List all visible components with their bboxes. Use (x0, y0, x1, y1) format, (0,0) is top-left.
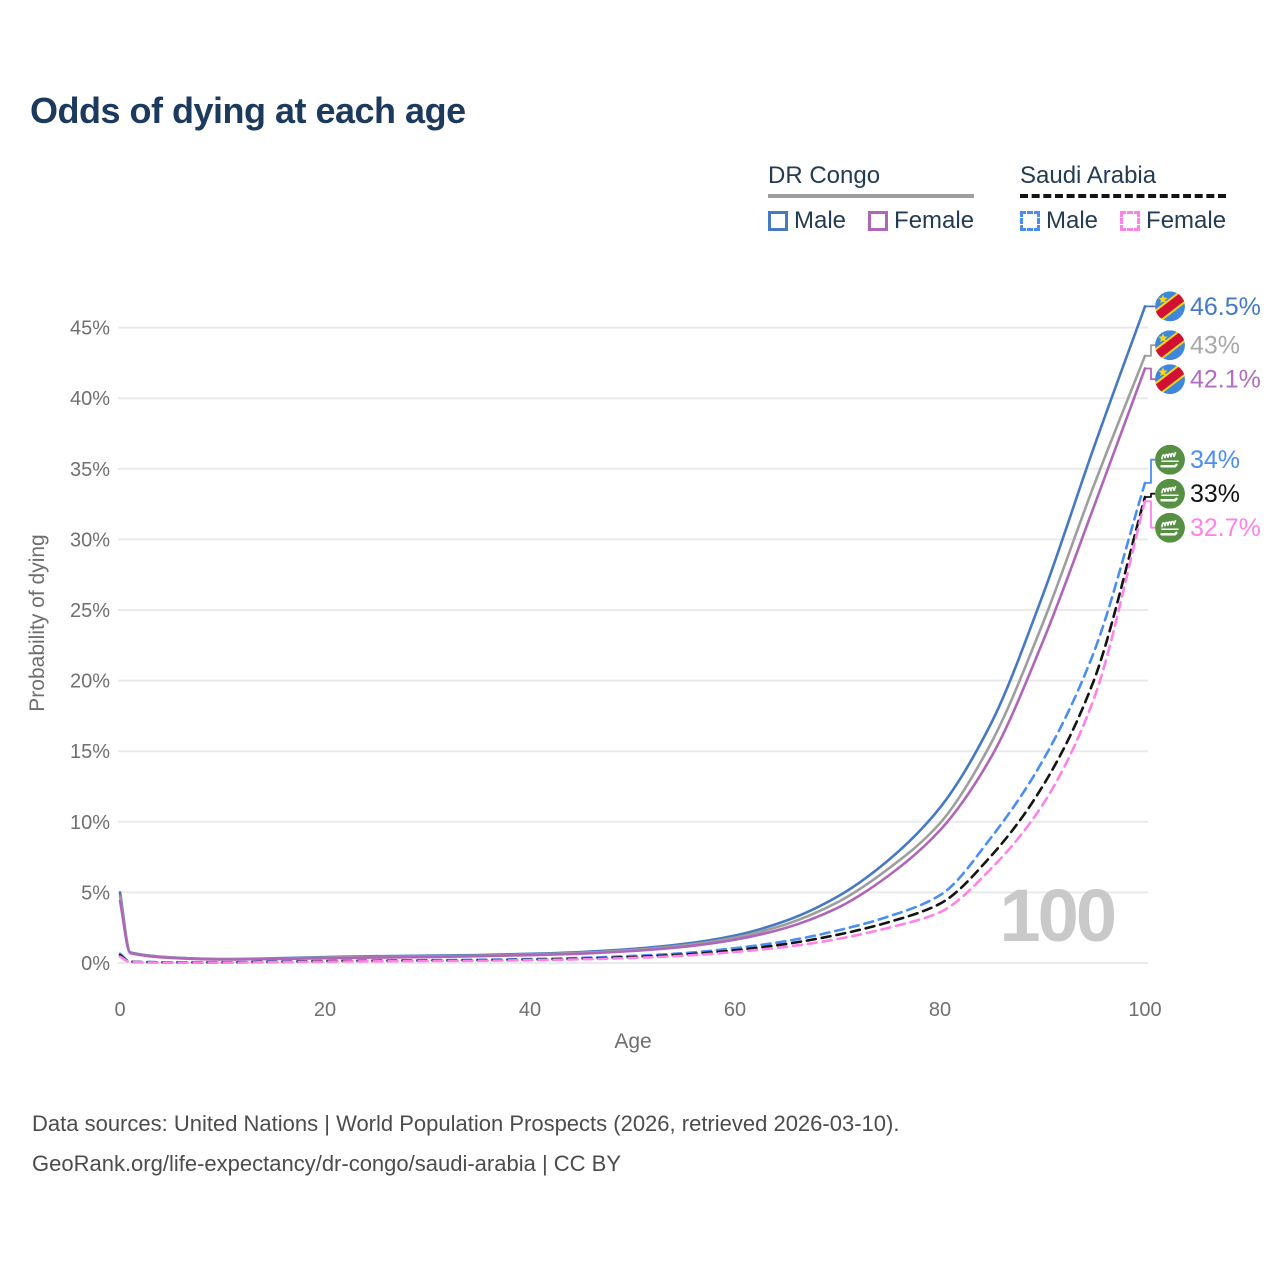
y-tick-label: 25% (70, 600, 110, 622)
page-title: Odds of dying at each age (30, 90, 466, 131)
x-tick-label: 80 (929, 999, 951, 1021)
y-tick-label: 10% (70, 812, 110, 834)
end-label-connector (1146, 367, 1155, 381)
legend-item-saudi-arabia-female[interactable]: Female (1120, 207, 1226, 235)
end-value-label-dr-congo-all: 43% (1190, 332, 1240, 360)
legend-label-dr-congo-male: Male (794, 207, 847, 234)
y-tick-label: 45% (70, 318, 110, 340)
y-tick-label: 30% (70, 529, 110, 551)
series-line-dr-congo-male (118, 305, 1147, 961)
legend-swatch-dr-congo-female (868, 211, 889, 231)
end-value-label-dr-congo-male: 46.5% (1190, 293, 1261, 321)
y-tick-label: 20% (70, 671, 110, 693)
legend-swatch-saudi-arabia-female (1120, 211, 1141, 231)
saudi-arabia-flag-icon (1155, 512, 1185, 543)
footer: Data sources: United Nations | World Pop… (32, 1104, 899, 1184)
end-label-connector (1146, 500, 1155, 529)
y-tick-label: 35% (70, 459, 110, 481)
legend-country-saudi-arabia: Saudi Arabia (1020, 162, 1157, 189)
legend-label-dr-congo-female: Female (894, 207, 975, 234)
x-tick-label: 0 (114, 999, 125, 1021)
series-line-saudi-arabia-female (118, 500, 1147, 964)
x-tick-label: 20 (314, 999, 336, 1021)
legend-label-saudi-arabia-female: Female (1146, 207, 1227, 234)
y-tick-label: 0% (81, 953, 110, 975)
end-label-connector (1146, 492, 1155, 498)
legend-item-dr-congo-female[interactable]: Female (868, 207, 974, 235)
y-tick-label: 15% (70, 741, 110, 763)
x-tick-label: 100 (1128, 999, 1161, 1021)
end-label-connector (1146, 344, 1155, 357)
footer-data-sources: Data sources: United Nations | World Pop… (32, 1111, 900, 1136)
legend-item-dr-congo-male[interactable]: Male (768, 207, 846, 235)
end-value-label-saudi-arabia-female: 32.7% (1190, 514, 1261, 542)
legend-group-dr-congo: DR Congo Male Female (768, 162, 975, 235)
end-label-connector (1146, 458, 1155, 484)
saudi-arabia-flag-icon (1155, 478, 1185, 509)
legend-country-dr-congo: DR Congo (768, 162, 881, 189)
legend-group-saudi-arabia: Saudi Arabia Male Female (1020, 162, 1227, 235)
end-value-label-dr-congo-female: 42.1% (1190, 366, 1261, 394)
legend-swatch-saudi-arabia-male (1020, 211, 1040, 231)
legend-label-saudi-arabia-male: Male (1046, 207, 1099, 234)
footer-attribution: GeoRank.org/life-expectancy/dr-congo/sau… (32, 1151, 622, 1176)
x-axis-title: Age (614, 1030, 651, 1053)
end-value-label-saudi-arabia-male: 34% (1190, 446, 1240, 474)
legend-underline-dr-congo (768, 194, 975, 198)
y-tick-label: 40% (70, 388, 110, 410)
end-value-label-saudi-arabia-all: 33% (1190, 480, 1240, 508)
legend-underline-saudi-arabia (1020, 194, 1227, 198)
series-line-dr-congo-female (118, 367, 1147, 961)
x-tick-label: 40 (519, 999, 541, 1021)
dr-congo-flag-icon (1155, 330, 1185, 361)
age-watermark: 100 (1000, 874, 1115, 957)
x-tick-label: 60 (724, 999, 746, 1021)
legend: DR Congo Male Female Saudi Arabia Male F… (0, 162, 1280, 252)
y-tick-label: 5% (81, 882, 110, 904)
mortality-line-chart: 0% 5% 10% 15% 20% 25% 30% 35% 40% 45% 0 20 40 60 80 100… (26, 291, 1261, 1053)
legend-swatch-dr-congo-male (768, 211, 788, 231)
saudi-arabia-flag-icon (1155, 444, 1185, 475)
dr-congo-flag-icon (1155, 364, 1185, 395)
dr-congo-flag-icon (1155, 291, 1185, 322)
legend-item-saudi-arabia-male[interactable]: Male (1020, 207, 1098, 235)
y-axis-title: Probability of dying (26, 534, 49, 711)
